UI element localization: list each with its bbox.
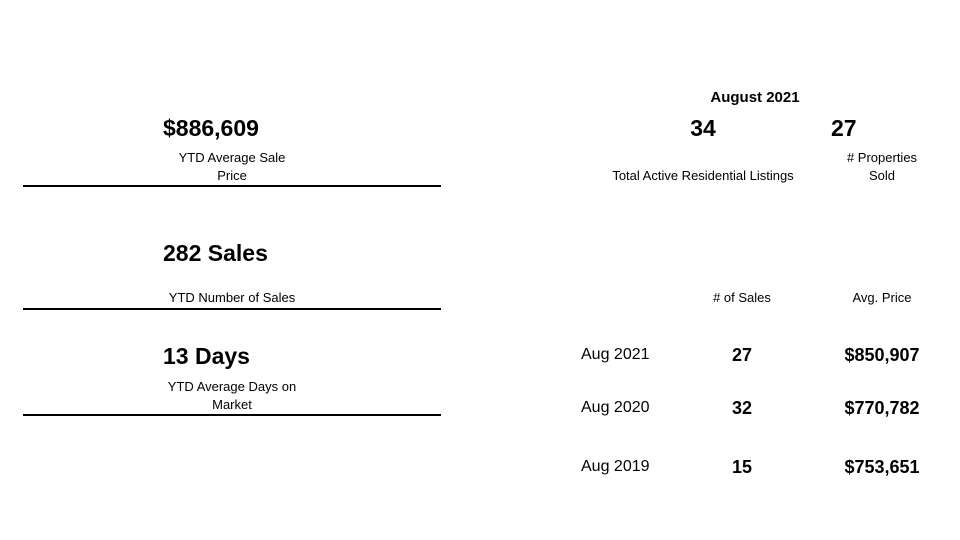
row-price: $770,782 [844,398,920,418]
properties-sold-label-line1: # Properties [846,150,918,165]
active-listings-label: Total Active Residential Listings [612,168,794,183]
ytd-days-value: 13 Days [163,343,250,369]
row-sales: 32 [731,398,753,418]
row-sales: 15 [731,457,753,477]
divider-2 [23,308,441,310]
divider-3 [23,414,441,416]
ytd-days-label-line1: YTD Average Days on [167,379,297,394]
row-period: Aug 2021 [581,346,650,363]
properties-sold-value: 27 [831,115,857,141]
ytd-days-label: YTD Average Days on Market [142,378,322,414]
ytd-average-price-label: YTD Average Sale Price [152,149,312,185]
ytd-sales-label: YTD Number of Sales [168,290,296,305]
row-sales: 27 [731,345,753,365]
properties-sold-label-line2: Sold [868,168,896,183]
ytd-days-label-line2: Market [212,397,252,412]
active-listings-value: 34 [690,115,716,141]
ytd-sales-value: 282 Sales [163,240,268,266]
row-price: $850,907 [844,345,920,365]
properties-sold-label: # Properties Sold [822,149,942,185]
comparison-header-price: Avg. Price [852,290,912,305]
month-title: August 2021 [710,89,800,106]
row-period: Aug 2019 [581,458,650,475]
ytd-average-price-value: $886,609 [163,115,259,141]
comparison-header-sales: # of Sales [713,290,771,305]
row-period: Aug 2020 [581,399,650,416]
ytd-average-price-label-line2: Price [217,168,247,183]
ytd-average-price-label-line1: YTD Average Sale [178,150,286,165]
divider-1 [23,185,441,187]
row-price: $753,651 [844,457,920,477]
